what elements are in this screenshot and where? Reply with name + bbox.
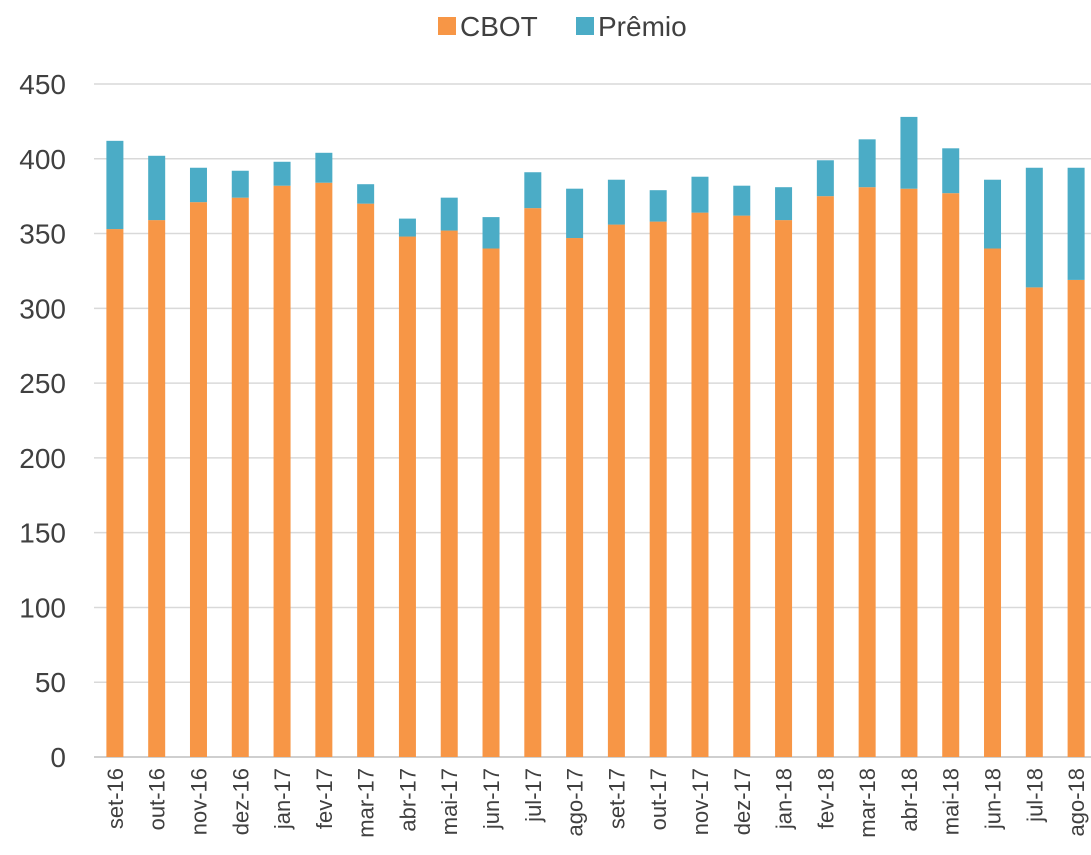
bar-segment (649, 221, 667, 757)
y-tick-label: 350 (19, 219, 66, 250)
x-tick-label: nov-17 (688, 768, 713, 835)
bar-segment (1067, 167, 1085, 280)
bar-segment (273, 185, 291, 758)
bar-segment (440, 197, 458, 231)
x-tick-label: jan-18 (772, 768, 797, 830)
bar-segment (357, 184, 375, 204)
bar-segment (398, 218, 416, 237)
y-tick-label: 50 (35, 667, 66, 698)
x-tick-label: abr-17 (395, 768, 420, 832)
x-tick-label: mai-18 (939, 768, 964, 835)
x-tick-label: ago-18 (1064, 768, 1089, 837)
bar-segment (984, 179, 1002, 249)
x-tick-label: mai-17 (437, 768, 462, 835)
x-tick-label: nov-16 (186, 768, 211, 835)
bar-segment (858, 139, 876, 188)
x-tick-label: dez-17 (730, 768, 755, 835)
bar-segment (942, 148, 960, 194)
bar-segment (189, 202, 207, 757)
bar-segment (984, 248, 1002, 757)
bar-segment (524, 172, 542, 209)
x-tick-label: jul-17 (521, 768, 546, 823)
x-tick-label: jun-18 (981, 768, 1006, 830)
bar-segment (231, 170, 249, 198)
bar-segment (482, 217, 500, 249)
bar-segment (440, 230, 458, 757)
y-tick-label: 0 (50, 742, 66, 773)
bar-segment (816, 196, 834, 757)
x-tick-label: fev-17 (312, 768, 337, 829)
legend-label: CBOT (460, 11, 538, 42)
bar-segment (398, 236, 416, 758)
bar-segment (148, 155, 166, 221)
y-tick-label: 400 (19, 144, 66, 175)
bar-segment (816, 160, 834, 197)
x-tick-label: set-17 (604, 768, 629, 829)
x-tick-label: out-16 (145, 768, 170, 830)
bar-segment (231, 197, 249, 757)
y-tick-label: 450 (19, 69, 66, 100)
y-tick-label: 150 (19, 518, 66, 549)
bar-segment (858, 187, 876, 757)
bar-segment (106, 140, 124, 230)
bar-segment (524, 208, 542, 757)
bar-segment (189, 167, 207, 203)
x-tick-label: mar-17 (354, 768, 379, 838)
bar-segment (148, 220, 166, 757)
bar-segment (607, 224, 625, 758)
x-tick-label: jun-17 (479, 768, 504, 830)
y-tick-label: 300 (19, 293, 66, 324)
x-tick-label: dez-16 (228, 768, 253, 835)
y-tick-label: 100 (19, 592, 66, 623)
bar-segment (566, 238, 584, 757)
bar-segment (691, 212, 709, 757)
x-tick-label: ago-17 (563, 768, 588, 837)
bar-segment (482, 248, 500, 757)
bar-segment (691, 176, 709, 213)
bar-segment (315, 182, 333, 757)
bar-segment (1025, 167, 1043, 288)
y-tick-label: 200 (19, 443, 66, 474)
bar-segment (566, 188, 584, 239)
x-tick-label: abr-18 (897, 768, 922, 832)
x-tick-label: set-16 (103, 768, 128, 829)
bar-segment (900, 188, 918, 757)
bar-segment (315, 152, 333, 183)
bar-segment (775, 187, 793, 221)
bar-segment (942, 193, 960, 758)
bar-segment (733, 215, 751, 757)
bar-segment (1067, 279, 1085, 757)
x-tick-label: out-17 (646, 768, 671, 830)
x-tick-label: jan-17 (270, 768, 295, 830)
bar-segment (607, 179, 625, 225)
bar-segment (273, 161, 291, 186)
bar-segment (106, 229, 124, 757)
bar-segment (649, 190, 667, 222)
bar-segment (775, 220, 793, 757)
bar-segment (900, 116, 918, 189)
x-tick-label: jul-18 (1022, 768, 1047, 823)
bar-segment (357, 203, 375, 758)
bar-segment (733, 185, 751, 216)
x-tick-label: fev-18 (813, 768, 838, 829)
y-tick-label: 250 (19, 368, 66, 399)
legend-swatch (438, 17, 456, 35)
bar-segment (1025, 287, 1043, 757)
legend-label: Prêmio (598, 11, 687, 42)
legend-swatch (576, 17, 594, 35)
x-tick-label: mar-18 (855, 768, 880, 838)
